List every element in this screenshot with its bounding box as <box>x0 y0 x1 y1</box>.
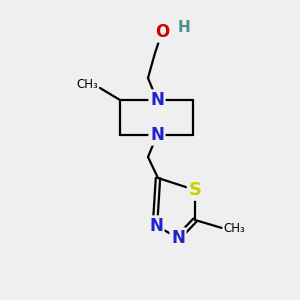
Text: N: N <box>149 217 163 235</box>
Text: N: N <box>171 229 185 247</box>
Text: CH₃: CH₃ <box>223 221 245 235</box>
Text: N: N <box>150 91 164 109</box>
Text: CH₃: CH₃ <box>76 77 98 91</box>
Text: H: H <box>178 20 190 34</box>
Text: N: N <box>150 126 164 144</box>
Text: O: O <box>155 23 169 41</box>
Text: S: S <box>188 181 202 199</box>
